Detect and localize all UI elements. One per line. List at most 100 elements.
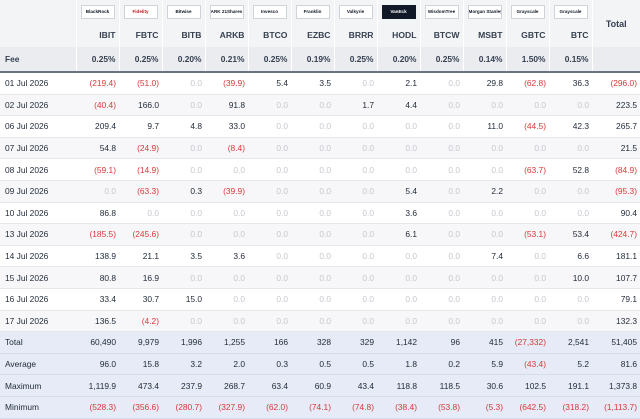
ticker-header: FBTC [118,23,162,47]
fee-row: Fee 0.25% 0.25% 0.20% 0.21% 0.25% 0.19% … [0,47,640,73]
flow-cell: 0.0 [162,223,205,246]
flow-cell: 0.0 [291,94,334,117]
issuer-logo: ARK 21Shares [209,4,244,19]
flow-cell: 0.0 [420,94,463,117]
flow-cell: 0.0 [334,202,377,225]
issuer-logo: VanEck [381,4,416,19]
flow-cell: (24.9) [119,137,162,160]
fee-value: 0.25% [75,47,119,73]
daily-row: 17 Jul 2026 136.5 (4.2) 0.0 0.0 0.0 0.0 0.0 0.0 0… [0,310,640,333]
issuer-logo: Bitwise [166,4,201,19]
flow-cell: 9,979 [119,331,162,354]
flow-cell: 0.0 [119,202,162,225]
flow-cell: 329 [334,331,377,354]
flow-cell: (318.2) [549,396,592,419]
daily-row: 15 Jul 2026 80.8 16.9 0.0 0.0 0.0 0.0 0.0 0.0 0.0… [0,266,640,289]
flow-cell: (14.9) [119,158,162,181]
flow-cell: 2,541 [549,331,592,354]
flow-cell: 5.4 [377,180,420,203]
flow-cell: 0.0 [248,137,291,160]
flow-cell: 0.0 [420,137,463,160]
flow-cell: (528.3) [76,396,119,419]
flow-cell: 16.9 [119,266,162,289]
daily-row-label: 02 Jul 2026 [0,94,76,117]
flow-cell: (63.3) [119,180,162,203]
fee-value: 1.50% [505,47,549,73]
ticker-row: IBIT FBTC BITB ARKB BTCO EZBC BRRR HODL … [0,23,640,47]
flow-cell: 1.8 [377,353,420,376]
flow-cell: 0.0 [463,310,506,333]
flow-cell: 0.0 [162,202,205,225]
flow-cell: 0.0 [506,94,549,117]
flow-cell: 268.7 [205,374,248,397]
flow-cell: 0.0 [549,94,592,117]
row-total-cell: 79.1 [592,288,640,311]
corner-cell [0,0,76,23]
flow-cell: 0.0 [291,223,334,246]
flow-cell: 96 [420,331,463,354]
issuer-logo: Invesco [252,4,287,19]
row-total-cell: 223.5 [592,94,640,117]
flow-cell: (62.0) [248,396,291,419]
flow-cell: 473.4 [119,374,162,397]
flow-cell: 0.0 [506,180,549,203]
flow-cell: 0.0 [420,180,463,203]
flow-cell: (53.1) [506,223,549,246]
flow-cell: 0.0 [463,94,506,117]
flow-cell: 0.0 [549,180,592,203]
daily-row-label: 15 Jul 2026 [0,266,76,289]
daily-row-label: 16 Jul 2026 [0,288,76,311]
issuer-logo: Grayscale [553,4,588,19]
flow-cell: 36.3 [549,72,592,95]
flow-cell: 53.4 [549,223,592,246]
flow-cell: 0.0 [291,158,334,181]
flow-cell: 0.0 [248,310,291,333]
flow-cell: 0.0 [248,266,291,289]
flow-cell: 96.0 [76,353,119,376]
corner-cell [0,23,76,47]
row-total-cell: 90.4 [592,202,640,225]
flow-cell: 0.5 [291,353,334,376]
summary-row: Total 60,490 9,979 1,996 1,255 166 328 329 1,142… [0,331,640,354]
fee-value: 0.20% [161,47,205,73]
summary-body: Total 60,490 9,979 1,996 1,255 166 328 329 1,142… [0,331,640,419]
flow-cell: 0.0 [420,115,463,138]
flow-cell: 0.0 [291,180,334,203]
flow-cell: 0.0 [420,245,463,268]
flow-cell: 0.0 [549,202,592,225]
ticker-header: EZBC [290,23,334,47]
flow-cell: (39.9) [205,72,248,95]
flow-cell: 3.5 [162,245,205,268]
flow-cell: (51.0) [119,72,162,95]
flow-cell: 0.0 [506,245,549,268]
flow-cell: 0.0 [420,310,463,333]
flow-cell: 328 [291,331,334,354]
issuer-logo-cell: Invesco [247,0,291,23]
issuer-logo: Fidelity [123,4,158,19]
flow-cell: 0.0 [334,137,377,160]
flow-cell: 0.0 [248,158,291,181]
flow-cell: 0.0 [248,223,291,246]
flow-cell: (63.7) [506,158,549,181]
row-total-cell: 181.1 [592,245,640,268]
flow-cell: 5.4 [248,72,291,95]
row-total-cell: 1,373.8 [592,374,640,397]
flow-cell: 33.0 [205,115,248,138]
flow-cell: 0.0 [420,223,463,246]
issuer-logo-cell: VanEck [376,0,420,23]
flow-cell: 2.0 [205,353,248,376]
fee-label: Fee [0,47,76,73]
flow-cell: 86.8 [76,202,119,225]
flow-cell: 30.6 [463,374,506,397]
row-total-cell: (84.9) [592,158,640,181]
ticker-header: IBIT [75,23,119,47]
row-total-cell: (296.0) [592,72,640,95]
flow-cell: 60,490 [76,331,119,354]
flow-cell: (642.5) [506,396,549,419]
flow-cell: 0.0 [334,180,377,203]
flow-cell: (62.8) [506,72,549,95]
summary-row: Minimum (528.3) (356.6) (280.7) (327.9) (62.0… [0,396,640,419]
flow-cell: 6.6 [549,245,592,268]
flow-cell: 118.5 [420,374,463,397]
flow-cell: 138.9 [76,245,119,268]
